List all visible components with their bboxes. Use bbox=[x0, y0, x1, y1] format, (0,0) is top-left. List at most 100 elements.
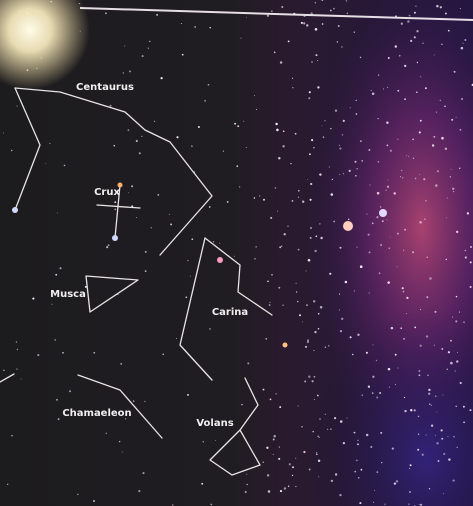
star bbox=[284, 233, 286, 235]
star bbox=[381, 462, 382, 463]
star bbox=[408, 156, 409, 157]
star bbox=[456, 117, 457, 118]
star bbox=[451, 119, 453, 121]
star bbox=[395, 354, 397, 356]
star bbox=[302, 201, 304, 203]
star bbox=[376, 397, 378, 399]
star bbox=[431, 405, 432, 406]
star bbox=[448, 436, 449, 437]
star bbox=[16, 369, 17, 370]
star bbox=[328, 345, 329, 346]
star bbox=[274, 52, 276, 54]
star bbox=[415, 6, 416, 7]
star bbox=[246, 147, 247, 148]
star bbox=[298, 249, 300, 251]
star bbox=[335, 473, 337, 475]
star bbox=[428, 393, 430, 395]
star bbox=[320, 306, 323, 309]
star bbox=[313, 147, 315, 149]
star bbox=[133, 400, 134, 401]
star bbox=[385, 190, 386, 191]
star bbox=[384, 504, 385, 505]
star bbox=[123, 72, 124, 73]
star bbox=[369, 184, 370, 185]
star bbox=[390, 237, 391, 238]
star bbox=[463, 406, 465, 408]
star bbox=[208, 84, 210, 86]
star bbox=[408, 504, 409, 505]
star bbox=[333, 8, 335, 10]
star bbox=[154, 121, 155, 122]
star bbox=[337, 41, 338, 42]
star bbox=[12, 207, 18, 213]
star bbox=[447, 198, 448, 199]
star bbox=[387, 87, 388, 88]
star bbox=[315, 54, 317, 56]
star bbox=[298, 405, 299, 406]
star bbox=[332, 179, 333, 180]
star bbox=[380, 432, 382, 434]
star bbox=[400, 176, 401, 177]
star bbox=[382, 220, 384, 222]
star bbox=[278, 458, 280, 460]
star bbox=[322, 23, 324, 25]
star bbox=[354, 290, 355, 291]
star bbox=[459, 168, 460, 169]
star bbox=[246, 474, 247, 475]
star bbox=[122, 451, 123, 452]
star bbox=[366, 434, 368, 436]
star bbox=[463, 321, 465, 323]
star bbox=[404, 98, 406, 100]
star bbox=[236, 165, 238, 167]
star bbox=[314, 350, 315, 351]
star bbox=[441, 348, 443, 350]
star bbox=[245, 491, 247, 493]
star bbox=[409, 15, 411, 17]
star bbox=[315, 28, 318, 31]
star bbox=[156, 14, 158, 16]
star bbox=[320, 237, 323, 240]
star bbox=[201, 483, 203, 485]
star bbox=[145, 270, 147, 272]
star bbox=[436, 5, 439, 8]
star bbox=[318, 328, 320, 330]
star bbox=[331, 193, 334, 196]
star bbox=[263, 389, 265, 391]
star bbox=[378, 118, 379, 119]
star bbox=[356, 247, 357, 248]
star bbox=[419, 174, 420, 175]
star bbox=[407, 20, 410, 23]
star bbox=[176, 338, 177, 339]
star bbox=[307, 341, 309, 343]
star bbox=[319, 173, 321, 175]
star bbox=[339, 145, 340, 146]
star bbox=[93, 352, 95, 354]
star bbox=[390, 150, 392, 152]
star bbox=[108, 244, 110, 246]
star bbox=[322, 125, 323, 126]
star bbox=[204, 100, 206, 102]
star bbox=[106, 246, 108, 248]
star bbox=[267, 281, 269, 283]
star bbox=[316, 454, 317, 455]
star bbox=[298, 197, 299, 198]
star bbox=[51, 304, 52, 305]
star bbox=[210, 504, 212, 506]
star bbox=[383, 88, 384, 89]
star bbox=[400, 327, 402, 329]
star bbox=[124, 46, 125, 47]
star bbox=[169, 214, 170, 215]
star bbox=[144, 401, 145, 402]
star bbox=[396, 480, 398, 482]
star bbox=[161, 77, 163, 79]
star bbox=[288, 40, 290, 42]
star bbox=[389, 248, 390, 249]
star bbox=[339, 148, 341, 150]
star bbox=[450, 340, 452, 342]
star bbox=[441, 429, 443, 431]
constellation-label: Crux bbox=[94, 187, 120, 198]
star bbox=[325, 346, 326, 347]
star bbox=[456, 231, 458, 233]
star bbox=[360, 265, 363, 268]
star bbox=[32, 298, 34, 300]
